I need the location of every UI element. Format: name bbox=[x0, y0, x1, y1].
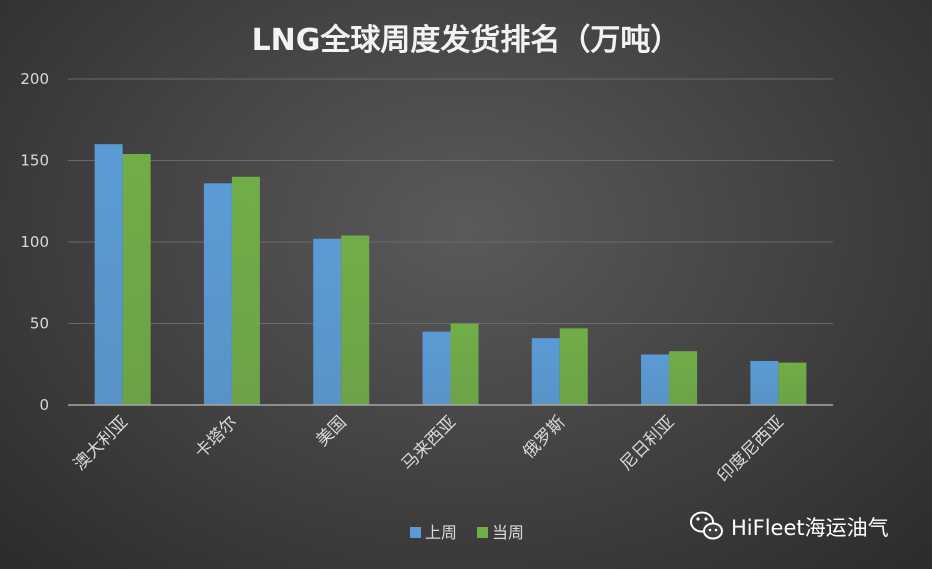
legend-swatch bbox=[410, 527, 421, 538]
watermark-text: HiFleet海运油气 bbox=[731, 516, 889, 540]
watermark: HiFleet海运油气 bbox=[690, 511, 889, 540]
legend-label: 上周 bbox=[425, 523, 457, 542]
y-tick-label: 0 bbox=[39, 396, 49, 414]
y-tick-label: 100 bbox=[20, 233, 49, 251]
bar-last-week bbox=[531, 338, 560, 405]
chart-title: LNG全球周度发货排名（万吨） bbox=[252, 23, 681, 58]
wechat-icon bbox=[690, 511, 723, 540]
bar-this-week bbox=[778, 362, 807, 405]
x-tick-label: 卡塔尔 bbox=[191, 412, 241, 462]
bar-this-week bbox=[559, 328, 588, 405]
legend: 上周 当周 bbox=[410, 523, 524, 542]
y-tick-label: 150 bbox=[20, 152, 49, 170]
bar-last-week bbox=[641, 354, 670, 405]
bar-this-week bbox=[231, 176, 260, 405]
y-tick-label: 200 bbox=[20, 70, 49, 88]
bar-last-week bbox=[313, 238, 342, 405]
bar-last-week bbox=[750, 360, 779, 405]
x-tick-label: 马来西亚 bbox=[398, 412, 460, 474]
bar-last-week bbox=[94, 144, 123, 405]
bar-this-week bbox=[341, 235, 370, 405]
bar-this-week bbox=[669, 351, 698, 405]
x-tick-label: 印度尼西亚 bbox=[714, 412, 788, 486]
y-tick-label: 50 bbox=[30, 315, 49, 333]
x-tick-label: 澳大利亚 bbox=[70, 412, 132, 474]
bar-this-week bbox=[122, 153, 151, 405]
bar-last-week bbox=[203, 183, 232, 405]
legend-label: 当周 bbox=[492, 523, 524, 542]
bar-last-week bbox=[422, 331, 451, 405]
x-tick-label: 俄罗斯 bbox=[519, 412, 569, 462]
bar-this-week bbox=[450, 323, 479, 405]
x-tick-label: 美国 bbox=[313, 412, 351, 450]
x-tick-label: 尼日利亚 bbox=[616, 412, 678, 474]
legend-swatch bbox=[477, 527, 488, 538]
grid-layer bbox=[68, 78, 833, 324]
bar-layer bbox=[94, 144, 807, 405]
